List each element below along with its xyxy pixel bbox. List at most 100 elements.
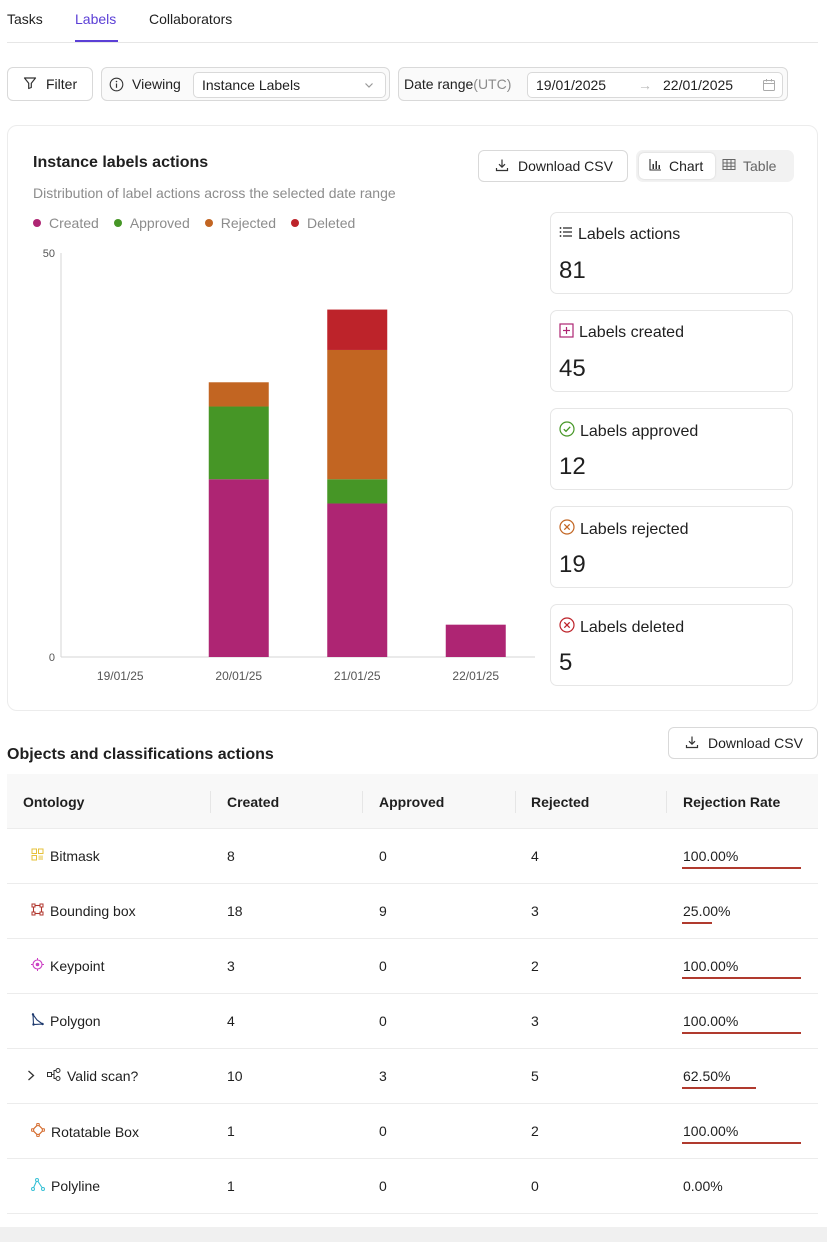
x-tick-label: 19/01/25	[97, 669, 144, 683]
bar-deleted-2	[327, 309, 388, 350]
approved-count: 0	[379, 958, 387, 974]
table-row[interactable]: Polygon 4 0 3 100.00%	[7, 994, 818, 1049]
column-divider	[362, 791, 363, 813]
rejection-rate: 25.00%	[683, 903, 731, 919]
header-approved[interactable]: Approved	[379, 794, 445, 810]
ontology-name: Bitmask	[50, 848, 100, 864]
filter-button[interactable]: Filter	[7, 67, 93, 101]
date-to[interactable]: 22/01/2025	[663, 77, 734, 93]
ontology-keypoint: Keypoint	[31, 958, 104, 974]
bounding-box-icon	[31, 903, 44, 919]
viewing-control: Viewing Instance Labels	[101, 67, 390, 101]
download-icon	[685, 735, 699, 752]
view-toggle: Chart Table	[636, 150, 794, 182]
legend-item-deleted[interactable]: Deleted	[291, 215, 355, 231]
rejected-count: 5	[531, 1068, 539, 1084]
x-circle-icon	[559, 519, 575, 540]
download-csv-label: Download CSV	[708, 735, 803, 751]
stat-label: Labels created	[579, 324, 684, 341]
stat-card-labels-created: Labels created 45	[550, 310, 793, 392]
table-row[interactable]: Keypoint 3 0 2 100.00%	[7, 939, 818, 994]
objects-table: Ontology Created Approved Rejected Rejec…	[7, 774, 818, 1214]
header-ontology[interactable]: Ontology	[23, 794, 85, 810]
tab-collaborators[interactable]: Collaborators	[149, 11, 233, 27]
approved-count: 0	[379, 1178, 387, 1194]
rejected-count: 2	[531, 1123, 539, 1139]
stat-value: 12	[559, 453, 586, 480]
chevron-right-icon[interactable]	[25, 1069, 37, 1085]
tab-bar: Tasks Labels Collaborators	[7, 0, 818, 43]
x-tick-label: 21/01/25	[334, 669, 381, 683]
objects-download-csv-button[interactable]: Download CSV	[668, 727, 818, 759]
rejected-count: 2	[531, 958, 539, 974]
table-row[interactable]: Bitmask 8 0 4 100.00%	[7, 829, 818, 884]
created-count: 1	[227, 1178, 235, 1194]
table-row[interactable]: Bounding box 18 9 3 25.00%	[7, 884, 818, 939]
objects-section-title: Objects and classifications actions	[7, 746, 274, 763]
viewing-select-value: Instance Labels	[202, 77, 301, 93]
view-table-button[interactable]: Table	[722, 153, 792, 179]
table-row[interactable]: Polyline 1 0 0 0.00%	[7, 1159, 818, 1214]
ontology-name: Keypoint	[50, 958, 105, 974]
legend-item-rejected[interactable]: Rejected	[204, 215, 276, 231]
tab-tasks[interactable]: Tasks	[7, 11, 43, 27]
view-chart-button[interactable]: Chart	[639, 153, 715, 179]
approved-count: 9	[379, 903, 387, 919]
legend-dot	[204, 219, 213, 227]
column-divider	[210, 791, 211, 813]
instance-labels-card: Instance labels actions Distribution of …	[7, 125, 818, 711]
active-tab-indicator	[75, 40, 118, 42]
viewing-label: Viewing	[132, 76, 181, 92]
ontology-polyline: Polyline	[31, 1178, 100, 1194]
polyline-icon	[31, 1178, 45, 1194]
x-tick-label: 20/01/25	[215, 669, 262, 683]
table-row[interactable]: Valid scan? 10 3 5 62.50%	[7, 1049, 818, 1104]
classification-icon	[47, 1068, 61, 1084]
polygon-icon	[31, 1012, 45, 1029]
date-from[interactable]: 19/01/2025	[536, 77, 607, 93]
stat-card-labels-approved: Labels approved 12	[550, 408, 793, 490]
legend-item-approved[interactable]: Approved	[113, 215, 190, 231]
bar-approved-2	[327, 479, 388, 504]
stat-label: Labels deleted	[580, 618, 685, 636]
ontology-name: Rotatable Box	[51, 1123, 139, 1140]
x-circle-icon	[559, 617, 575, 638]
download-csv-button[interactable]: Download CSV	[478, 150, 628, 182]
ontology-bitmask: Bitmask	[31, 848, 100, 864]
header-rejection-rate[interactable]: Rejection Rate	[683, 794, 781, 810]
calendar-icon[interactable]	[762, 78, 776, 95]
stat-label: Labels approved	[580, 422, 699, 440]
ontology-rotatable-box: Rotatable Box	[30, 1122, 139, 1140]
table-body: Bitmask 8 0 4 100.00% Bounding box 18 9 …	[7, 829, 818, 1214]
ontology-name: Valid scan?	[67, 1068, 139, 1084]
ontology-polygon: Polygon	[31, 1012, 101, 1029]
view-table-label: Table	[743, 158, 777, 174]
rejection-rate: 62.50%	[683, 1068, 731, 1084]
header-created[interactable]: Created	[227, 794, 280, 810]
stat-header: Labels actions	[559, 225, 680, 244]
filter-icon	[23, 76, 37, 93]
bar-approved-1	[208, 406, 269, 480]
stat-header: Labels created	[559, 323, 684, 343]
rejection-rate-bar	[682, 1032, 801, 1034]
info-icon[interactable]	[109, 77, 124, 95]
chevron-down-icon	[363, 78, 375, 94]
tab-labels[interactable]: Labels	[75, 11, 117, 27]
column-divider	[666, 791, 667, 813]
header-rejected[interactable]: Rejected	[531, 794, 590, 810]
legend-item-created[interactable]: Created	[33, 215, 99, 231]
card-title: Instance labels actions	[33, 154, 209, 171]
stat-header: Labels rejected	[559, 519, 689, 540]
table-row[interactable]: Rotatable Box 1 0 2 100.00%	[7, 1104, 818, 1159]
approved-count: 0	[379, 848, 387, 864]
rejection-rate-bar	[682, 1142, 801, 1144]
column-divider	[515, 791, 516, 813]
ontology-name: Polyline	[51, 1178, 101, 1194]
rejection-rate: 100.00%	[683, 848, 739, 864]
bar-created-3	[445, 624, 506, 657]
date-range-picker[interactable]: 19/01/2025 → 22/01/2025	[527, 72, 783, 98]
viewing-select[interactable]: Instance Labels	[193, 72, 386, 98]
date-range-label: Date range(UTC)	[404, 76, 512, 92]
rejection-rate: 0.00%	[683, 1178, 723, 1194]
bitmask-icon	[31, 848, 44, 864]
